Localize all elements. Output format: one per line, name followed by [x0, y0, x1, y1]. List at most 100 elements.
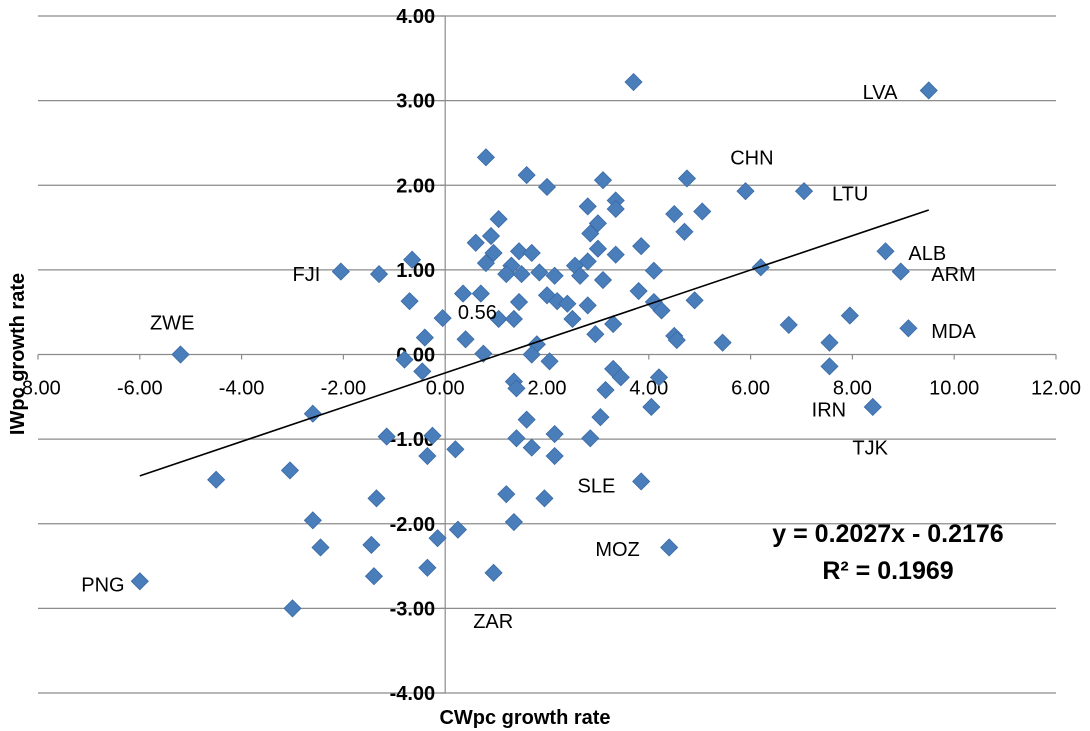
- data-point: [713, 333, 732, 352]
- y-tick-label: -2.00: [390, 514, 436, 536]
- data-point: [507, 379, 526, 398]
- data-point: [497, 265, 516, 284]
- data-point: [504, 512, 523, 532]
- point-label: LVA: [863, 82, 898, 104]
- data-point: [522, 438, 541, 457]
- data-point: [517, 410, 536, 429]
- data-point: [509, 292, 529, 312]
- point-label: FJI: [293, 264, 321, 286]
- data-point: [377, 427, 396, 446]
- x-tick-label: 10.00: [929, 378, 979, 400]
- y-tick-label: 1.00: [396, 260, 435, 282]
- x-axis-title: CWpc growth rate: [439, 707, 610, 729]
- point-label: LTU: [832, 184, 868, 206]
- data-point: [509, 242, 529, 261]
- data-point: [660, 538, 679, 557]
- data-point: [453, 284, 473, 303]
- data-point: [632, 472, 651, 491]
- data-point: [530, 263, 549, 282]
- data-point: [484, 563, 503, 582]
- data-point: [489, 210, 508, 229]
- data-point: [578, 197, 597, 216]
- data-point: [779, 315, 798, 334]
- x-tick-label: 0.00: [426, 378, 465, 400]
- data-point: [512, 265, 531, 284]
- y-tick-label: 2.00: [396, 175, 435, 197]
- trendline: [139, 209, 930, 477]
- data-point: [504, 309, 523, 329]
- data-point: [644, 261, 663, 280]
- data-point: [611, 368, 630, 387]
- x-tick-label: 12.00: [1031, 378, 1081, 400]
- point-label: 0.56: [458, 302, 497, 324]
- point-label: CHN: [730, 147, 773, 169]
- point-label: ALB: [908, 243, 946, 265]
- data-point: [606, 245, 625, 264]
- data-point: [685, 291, 704, 310]
- data-point: [428, 529, 447, 548]
- data-point: [466, 233, 485, 252]
- data-point: [876, 242, 895, 261]
- data-point: [545, 446, 564, 466]
- data-point: [632, 237, 651, 256]
- data-point: [311, 538, 330, 557]
- point-label: PNG: [81, 575, 124, 597]
- x-tick-label: -8.00: [15, 378, 61, 400]
- data-point: [418, 558, 437, 577]
- x-tick-label: 2.00: [528, 378, 567, 400]
- point-label: MOZ: [595, 539, 639, 561]
- data-point: [794, 182, 814, 201]
- data-point: [604, 314, 623, 334]
- x-axis-ticks: -8.00 -6.00 -4.00 -2.00 0.00 2.00 4.00 6.00 8.00…: [15, 354, 1081, 400]
- data-point: [517, 166, 536, 185]
- data-point: [535, 489, 554, 508]
- x-tick-label: 6.00: [731, 378, 770, 400]
- data-point: [649, 368, 669, 387]
- data-point: [581, 224, 600, 243]
- data-point: [367, 489, 386, 508]
- data-point: [395, 350, 414, 369]
- y-axis-ticks: 4.003.002.001.000.00-1.00-2.00-3.00-4.00: [390, 6, 446, 705]
- data-point: [207, 470, 226, 489]
- x-tick-label: -2.00: [321, 378, 367, 400]
- data-point: [545, 266, 564, 285]
- data-point: [624, 72, 643, 92]
- data-point: [303, 404, 322, 423]
- data-point: [331, 262, 350, 281]
- data-point: [596, 380, 615, 400]
- trendline-equation: y = 0.2027x - 0.2176: [772, 520, 1003, 548]
- data-point: [507, 429, 526, 448]
- y-axis-title: IWpc growth rate: [7, 273, 29, 435]
- data-points: [130, 72, 938, 618]
- x-tick-label: 8.00: [833, 378, 872, 400]
- data-point: [283, 599, 302, 618]
- data-point: [586, 325, 605, 344]
- data-point: [578, 252, 597, 271]
- data-point: [456, 330, 475, 349]
- y-tick-label: -1.00: [390, 429, 436, 451]
- data-point: [588, 239, 607, 258]
- y-tick-label: -4.00: [390, 683, 436, 705]
- data-point: [522, 243, 541, 263]
- point-label: ZWE: [150, 312, 194, 334]
- data-point: [537, 177, 557, 197]
- data-point: [418, 446, 437, 466]
- point-label: ZAR: [473, 611, 513, 633]
- data-point: [563, 309, 582, 329]
- data-point: [642, 397, 661, 417]
- data-point: [677, 169, 697, 188]
- data-point: [675, 222, 694, 241]
- data-point: [403, 250, 422, 269]
- data-point: [171, 345, 190, 364]
- data-point: [840, 306, 859, 325]
- data-point: [400, 292, 419, 311]
- data-point: [522, 345, 541, 364]
- data-point: [891, 262, 910, 281]
- data-point: [545, 424, 564, 444]
- data-point: [481, 226, 501, 246]
- y-tick-label: 3.00: [396, 91, 435, 113]
- data-point: [558, 294, 577, 313]
- data-point: [820, 333, 839, 352]
